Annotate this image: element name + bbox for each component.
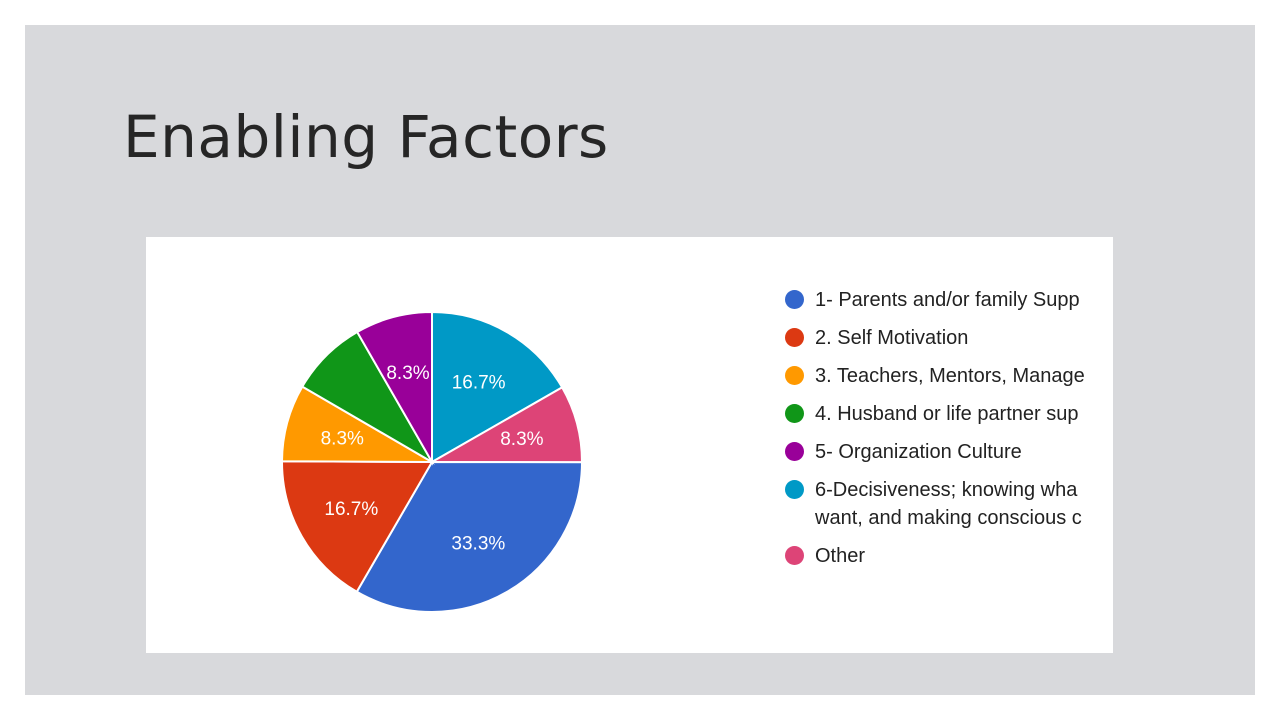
pie-slice-1: [355, 460, 584, 613]
legend-item: Other: [783, 542, 1085, 570]
legend-item: 1- Parents and/or family Supp: [783, 286, 1085, 314]
legend-item: 2. Self Motivation: [783, 324, 1085, 352]
pie-chart-panel: 16.7% 8.3% 33.3% 16.7% 8.3% 8.3% 1- Parents a…: [146, 237, 1113, 653]
pie-chart: 16.7% 8.3% 33.3% 16.7% 8.3% 8.3%: [280, 310, 584, 613]
legend-label: 5- Organization Culture: [815, 441, 1022, 463]
legend-swatch: [785, 480, 804, 499]
legend-swatch: [785, 442, 804, 461]
legend-label: 4. Husband or life partner sup: [815, 403, 1079, 425]
legend-item: 4. Husband or life partner sup: [783, 400, 1085, 428]
legend-label: 6-Decisiveness; knowing wha want, and ma…: [815, 479, 1082, 529]
slide: Enabling Factors 16.7% 8.3% 33.3% 16.7% 8.3%…: [25, 25, 1255, 695]
slide-title: Enabling Factors: [123, 103, 609, 171]
pie-slice-label-1: 33.3%: [451, 534, 505, 555]
pie-slice-label-6: 16.7%: [452, 373, 506, 394]
pie-slice-5: [355, 310, 433, 466]
legend-label: 2. Self Motivation: [815, 327, 969, 349]
pie-slice-2: [281, 460, 434, 594]
pie-slice-label-3: 8.3%: [321, 429, 364, 450]
chart-legend: 1- Parents and/or family Supp 2. Self Mot…: [783, 286, 1085, 580]
pie-slice-label-5: 8.3%: [386, 363, 429, 384]
pie-slice-label-7: 8.3%: [500, 429, 543, 450]
legend-swatch: [785, 546, 804, 565]
legend-swatch: [785, 290, 804, 309]
pie-slice-label-2: 16.7%: [324, 499, 378, 520]
legend-item: 3. Teachers, Mentors, Manage: [783, 362, 1085, 390]
pie-slice-6: [431, 310, 564, 464]
legend-swatch: [785, 404, 804, 423]
legend-item: 5- Organization Culture: [783, 438, 1085, 466]
legend-swatch: [785, 328, 804, 347]
legend-item: 6-Decisiveness; knowing wha want, and ma…: [783, 476, 1085, 532]
legend-swatch: [785, 366, 804, 385]
legend-label: Other: [815, 545, 866, 567]
legend-label: 1- Parents and/or family Supp: [815, 289, 1080, 311]
legend-label: 3. Teachers, Mentors, Manage: [815, 365, 1085, 387]
